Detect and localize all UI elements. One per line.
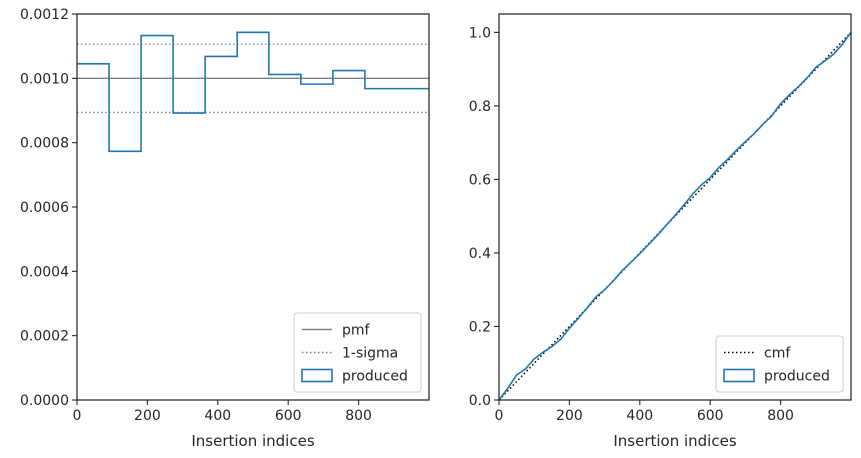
y-tick-label: 0.0012 [20,7,69,23]
y-tick-label: 0.0008 [20,136,69,152]
y-tick-label: 0.0006 [20,200,69,216]
x-tick-label: 600 [697,408,724,424]
cmf-chart: 0 200 400 600 800 0.0 0.2 0.4 0.6 0.8 1.0 Insertion… [469,13,852,450]
y-tick-label: 0.0004 [20,264,69,280]
x-tick-label: 200 [134,408,161,424]
legend-label-cmf: cmf [764,346,791,362]
x-tick-label: 400 [626,408,653,424]
x-axis-title: Insertion indices [191,432,314,450]
legend: pmf 1-sigma produced [293,312,422,393]
legend-label-1-sigma: 1-sigma [342,346,398,362]
legend-box [293,312,422,393]
y-tick-label: 0.2 [469,319,491,335]
legend-label-produced: produced [764,369,830,385]
y-tick-label: 0.4 [469,246,491,262]
legend-label-produced: produced [342,369,408,385]
x-tick-label: 0 [73,408,82,424]
series-produced [77,31,429,153]
legend-box [715,335,844,393]
x-tick-label: 200 [556,408,583,424]
pmf-chart: 0 200 400 600 800 0.0000 0.0002 0.0004 0.0006 0.0… [20,7,430,450]
x-tick-label: 400 [204,408,231,424]
legend-label-pmf: pmf [342,323,371,339]
y-tick-label: 0.0010 [20,71,69,87]
legend-swatch-produced [723,368,755,383]
series-produced [498,31,852,401]
x-tick-label: 800 [345,408,372,424]
x-tick-label: 600 [275,408,302,424]
y-tick-label: 0.0002 [20,329,69,345]
y-tick-label: 1.0 [469,25,491,41]
plot-frame [498,13,852,401]
x-axis-title: Insertion indices [613,432,736,450]
x-tick-label: 800 [767,408,794,424]
legend: cmf produced [715,335,844,393]
y-tick-label: 0.6 [469,172,491,188]
y-tick-label: 0.0000 [20,393,69,409]
series-cmf [498,31,852,401]
y-tick-label: 0.0 [469,393,491,409]
y-tick-label: 0.8 [469,99,491,115]
legend-swatch-produced [301,368,333,383]
x-tick-label: 0 [495,408,504,424]
